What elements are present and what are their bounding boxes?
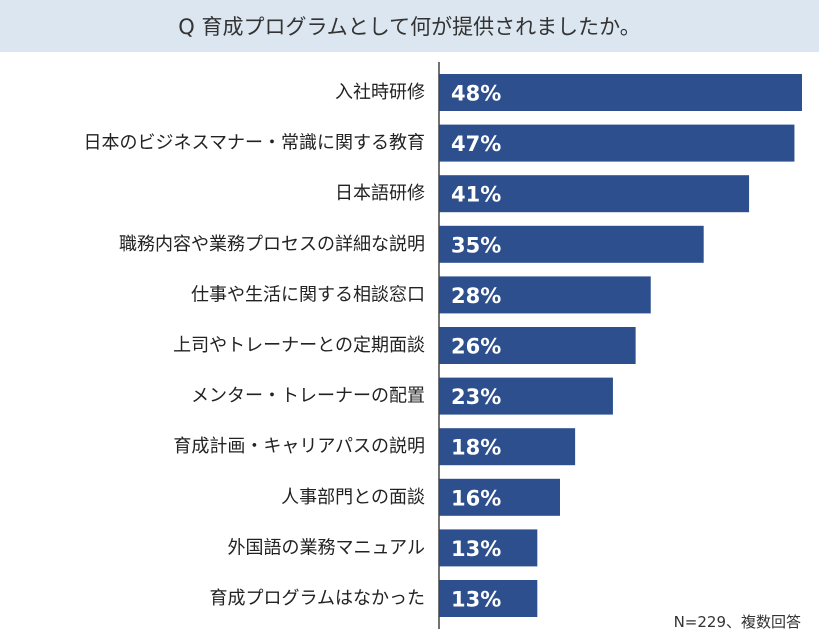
value-label: 23% <box>451 385 501 409</box>
value-label: 35% <box>451 233 501 257</box>
bar <box>439 428 576 466</box>
bar <box>439 478 560 516</box>
value-label: 26% <box>451 335 501 359</box>
value-label: 18% <box>451 436 501 460</box>
bar <box>439 580 538 617</box>
value-label: 47% <box>451 132 501 156</box>
bar <box>439 327 636 364</box>
bar <box>439 276 651 314</box>
category-label: 育成プログラムはなかった <box>210 588 425 609</box>
bar <box>439 175 750 213</box>
bars-group: 入社時研修 48% 日本のビジネスマナー・常識に関する教育 47% 日本語研修 41% 職務… <box>84 74 802 617</box>
value-label: 16% <box>451 486 501 510</box>
chart-title: Q 育成プログラムとして何が提供されましたか。 <box>0 0 819 52</box>
bar <box>439 225 704 263</box>
category-label: 仕事や生活に関する相談窓口 <box>191 284 425 305</box>
value-label: 28% <box>451 284 501 308</box>
category-label: 育成計画・キャリアパスの説明 <box>173 436 425 457</box>
category-label: 上司やトレーナーとの定期面談 <box>173 335 425 356</box>
value-label: 13% <box>451 588 501 612</box>
value-label: 48% <box>451 82 501 106</box>
bar <box>439 529 538 567</box>
sample-note: N=229、複数回答 <box>673 613 801 631</box>
category-label: 日本のビジネスマナー・常識に関する教育 <box>84 133 425 154</box>
value-label: 13% <box>451 537 501 561</box>
category-label: 外国語の業務マニュアル <box>228 537 425 558</box>
bar-chart: 入社時研修 48% 日本のビジネスマナー・常識に関する教育 47% 日本語研修 41% 職務… <box>84 62 802 629</box>
category-label: 入社時研修 <box>335 82 425 103</box>
bar <box>439 74 802 111</box>
bar <box>439 124 795 162</box>
value-label: 41% <box>451 183 501 207</box>
bar <box>439 377 613 415</box>
category-label: 人事部門との面談 <box>281 487 425 508</box>
category-label: メンター・トレーナーの配置 <box>191 386 425 407</box>
category-label: 職務内容や業務プロセスの詳細な説明 <box>119 234 425 255</box>
category-label: 日本語研修 <box>335 183 425 204</box>
